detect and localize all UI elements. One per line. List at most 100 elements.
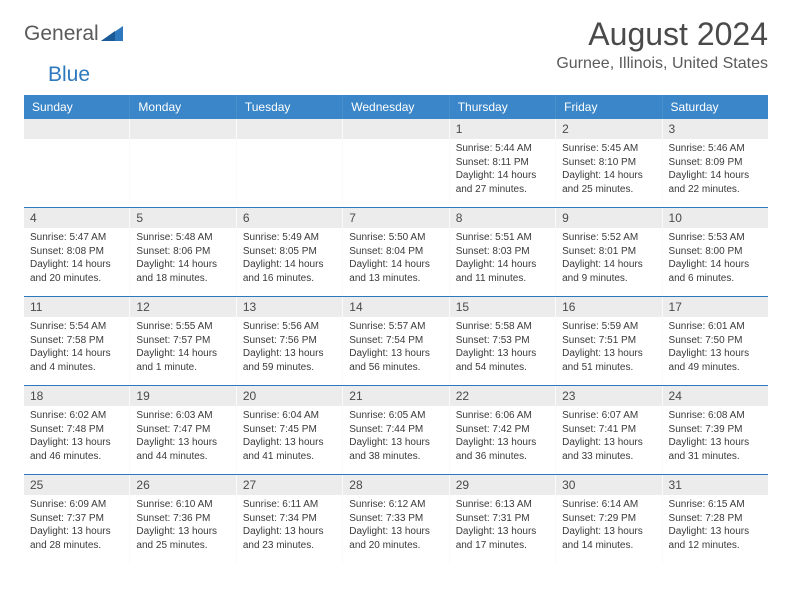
weekday-thu: Thursday — [450, 95, 556, 119]
day-cell: 12Sunrise: 5:55 AMSunset: 7:57 PMDayligh… — [130, 297, 236, 385]
sunrise-text: Sunrise: 6:01 AM — [669, 320, 762, 334]
day-cell: 1Sunrise: 5:44 AMSunset: 8:11 PMDaylight… — [450, 119, 556, 207]
daylight-text: Daylight: 14 hours and 16 minutes. — [243, 258, 336, 285]
day-content: Sunrise: 5:55 AMSunset: 7:57 PMDaylight:… — [130, 317, 235, 380]
day-number: 24 — [663, 386, 768, 406]
day-content: Sunrise: 5:52 AMSunset: 8:01 PMDaylight:… — [556, 228, 661, 291]
day-content: Sunrise: 6:02 AMSunset: 7:48 PMDaylight:… — [24, 406, 129, 469]
weekday-fri: Friday — [556, 95, 662, 119]
day-cell: 27Sunrise: 6:11 AMSunset: 7:34 PMDayligh… — [237, 475, 343, 563]
day-number: 5 — [130, 208, 235, 228]
day-content: Sunrise: 5:46 AMSunset: 8:09 PMDaylight:… — [663, 139, 768, 202]
sunrise-text: Sunrise: 5:45 AM — [562, 142, 655, 156]
page-root: General August 2024 Gurnee, Illinois, Un… — [0, 0, 792, 563]
day-number: 28 — [343, 475, 448, 495]
day-number: 9 — [556, 208, 661, 228]
day-cell: 18Sunrise: 6:02 AMSunset: 7:48 PMDayligh… — [24, 386, 130, 474]
sunset-text: Sunset: 8:05 PM — [243, 245, 336, 259]
day-content: Sunrise: 6:04 AMSunset: 7:45 PMDaylight:… — [237, 406, 342, 469]
sunset-text: Sunset: 7:44 PM — [349, 423, 442, 437]
day-cell: 21Sunrise: 6:05 AMSunset: 7:44 PMDayligh… — [343, 386, 449, 474]
sunset-text: Sunset: 7:50 PM — [669, 334, 762, 348]
day-cell: 19Sunrise: 6:03 AMSunset: 7:47 PMDayligh… — [130, 386, 236, 474]
sunrise-text: Sunrise: 5:48 AM — [136, 231, 229, 245]
sunrise-text: Sunrise: 6:12 AM — [349, 498, 442, 512]
day-cell: 28Sunrise: 6:12 AMSunset: 7:33 PMDayligh… — [343, 475, 449, 563]
day-cell — [343, 119, 449, 207]
triangle-icon — [101, 23, 123, 46]
sunrise-text: Sunrise: 5:59 AM — [562, 320, 655, 334]
daylight-text: Daylight: 13 hours and 31 minutes. — [669, 436, 762, 463]
sunrise-text: Sunrise: 6:08 AM — [669, 409, 762, 423]
day-number: 4 — [24, 208, 129, 228]
daylight-text: Daylight: 13 hours and 46 minutes. — [30, 436, 123, 463]
day-cell: 6Sunrise: 5:49 AMSunset: 8:05 PMDaylight… — [237, 208, 343, 296]
sunrise-text: Sunrise: 5:56 AM — [243, 320, 336, 334]
day-cell: 16Sunrise: 5:59 AMSunset: 7:51 PMDayligh… — [556, 297, 662, 385]
day-content: Sunrise: 6:12 AMSunset: 7:33 PMDaylight:… — [343, 495, 448, 558]
day-cell: 29Sunrise: 6:13 AMSunset: 7:31 PMDayligh… — [450, 475, 556, 563]
sunset-text: Sunset: 7:29 PM — [562, 512, 655, 526]
day-cell — [237, 119, 343, 207]
day-content: Sunrise: 5:56 AMSunset: 7:56 PMDaylight:… — [237, 317, 342, 380]
daylight-text: Daylight: 14 hours and 11 minutes. — [456, 258, 549, 285]
weekday-wed: Wednesday — [343, 95, 449, 119]
sunset-text: Sunset: 7:51 PM — [562, 334, 655, 348]
weekday-tue: Tuesday — [237, 95, 343, 119]
daylight-text: Daylight: 13 hours and 12 minutes. — [669, 525, 762, 552]
week-row: 1Sunrise: 5:44 AMSunset: 8:11 PMDaylight… — [24, 119, 768, 208]
sunrise-text: Sunrise: 5:57 AM — [349, 320, 442, 334]
day-number: 16 — [556, 297, 661, 317]
weekday-sat: Saturday — [663, 95, 768, 119]
daylight-text: Daylight: 14 hours and 27 minutes. — [456, 169, 549, 196]
sunrise-text: Sunrise: 6:09 AM — [30, 498, 123, 512]
day-number: 3 — [663, 119, 768, 139]
day-number: 17 — [663, 297, 768, 317]
sunrise-text: Sunrise: 5:58 AM — [456, 320, 549, 334]
daylight-text: Daylight: 14 hours and 25 minutes. — [562, 169, 655, 196]
day-number: 11 — [24, 297, 129, 317]
sunset-text: Sunset: 7:31 PM — [456, 512, 549, 526]
day-cell: 25Sunrise: 6:09 AMSunset: 7:37 PMDayligh… — [24, 475, 130, 563]
weekday-header-row: Sunday Monday Tuesday Wednesday Thursday… — [24, 95, 768, 119]
daylight-text: Daylight: 14 hours and 9 minutes. — [562, 258, 655, 285]
day-number: 25 — [24, 475, 129, 495]
day-number — [237, 119, 342, 139]
sunrise-text: Sunrise: 6:06 AM — [456, 409, 549, 423]
day-number — [343, 119, 448, 139]
day-number: 27 — [237, 475, 342, 495]
sunrise-text: Sunrise: 6:13 AM — [456, 498, 549, 512]
day-content: Sunrise: 6:07 AMSunset: 7:41 PMDaylight:… — [556, 406, 661, 469]
daylight-text: Daylight: 14 hours and 18 minutes. — [136, 258, 229, 285]
sunrise-text: Sunrise: 5:55 AM — [136, 320, 229, 334]
day-cell: 26Sunrise: 6:10 AMSunset: 7:36 PMDayligh… — [130, 475, 236, 563]
brand-part2: Blue — [24, 63, 90, 87]
daylight-text: Daylight: 13 hours and 23 minutes. — [243, 525, 336, 552]
daylight-text: Daylight: 13 hours and 44 minutes. — [136, 436, 229, 463]
day-number — [130, 119, 235, 139]
daylight-text: Daylight: 13 hours and 28 minutes. — [30, 525, 123, 552]
day-cell: 10Sunrise: 5:53 AMSunset: 8:00 PMDayligh… — [663, 208, 768, 296]
sunset-text: Sunset: 8:06 PM — [136, 245, 229, 259]
day-number: 10 — [663, 208, 768, 228]
week-row: 25Sunrise: 6:09 AMSunset: 7:37 PMDayligh… — [24, 475, 768, 563]
day-number: 31 — [663, 475, 768, 495]
day-content: Sunrise: 5:54 AMSunset: 7:58 PMDaylight:… — [24, 317, 129, 380]
brand-part1: General — [24, 22, 99, 46]
daylight-text: Daylight: 13 hours and 33 minutes. — [562, 436, 655, 463]
sunrise-text: Sunrise: 5:51 AM — [456, 231, 549, 245]
day-content: Sunrise: 6:11 AMSunset: 7:34 PMDaylight:… — [237, 495, 342, 558]
day-number — [24, 119, 129, 139]
sunset-text: Sunset: 7:48 PM — [30, 423, 123, 437]
day-number: 12 — [130, 297, 235, 317]
daylight-text: Daylight: 13 hours and 38 minutes. — [349, 436, 442, 463]
weeks-container: 1Sunrise: 5:44 AMSunset: 8:11 PMDaylight… — [24, 119, 768, 563]
sunset-text: Sunset: 8:11 PM — [456, 156, 549, 170]
sunset-text: Sunset: 7:39 PM — [669, 423, 762, 437]
day-cell: 24 Sunrise: 6:08 AMSunset: 7:39 PMDayligh… — [663, 386, 768, 474]
sunrise-text: Sunrise: 6:14 AM — [562, 498, 655, 512]
week-row: 11Sunrise: 5:54 AMSunset: 7:58 PMDayligh… — [24, 297, 768, 386]
day-number: 22 — [450, 386, 555, 406]
day-number: 7 — [343, 208, 448, 228]
sunrise-text: Sunrise: 5:54 AM — [30, 320, 123, 334]
